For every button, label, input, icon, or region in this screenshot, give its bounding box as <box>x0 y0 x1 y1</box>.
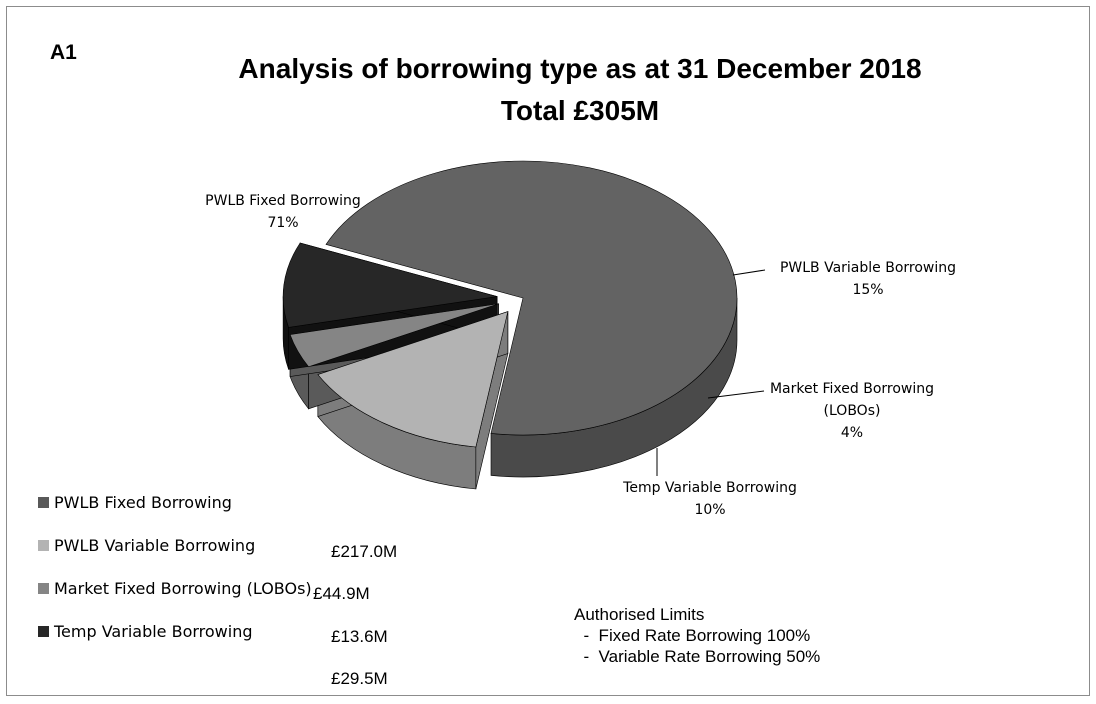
slice-percent-label: 71% <box>267 215 298 231</box>
legend-swatch <box>38 626 49 637</box>
legend-label: Temp Variable Borrowing <box>54 622 253 641</box>
legend-item: PWLB Variable Borrowing <box>38 536 255 555</box>
legend-label: PWLB Variable Borrowing <box>54 536 256 555</box>
legend-swatch <box>38 583 49 594</box>
slice-top <box>282 242 498 328</box>
legend-item: Market Fixed Borrowing (LOBOs) <box>38 579 312 598</box>
slice-top <box>317 311 509 448</box>
amount-label: £29.5M <box>331 669 388 688</box>
limits-heading: Authorised Limits <box>574 605 705 624</box>
slice-top <box>289 303 499 368</box>
legend-item: PWLB Fixed Borrowing <box>38 493 232 512</box>
slice-name-label: Temp Variable Borrowing <box>622 480 797 496</box>
amount-label: £217.0M <box>331 542 398 561</box>
chart-title: Analysis of borrowing type as at 31 Dece… <box>238 53 922 84</box>
legend-label: PWLB Fixed Borrowing <box>54 493 232 512</box>
limits-row: - Variable Rate Borrowing 50% <box>574 647 821 666</box>
slice-name-label: (LOBOs) <box>824 403 881 419</box>
legend-label: Market Fixed Borrowing (LOBOs) <box>54 579 312 598</box>
authorised-limits: Authorised Limits - Fixed Rate Borrowing… <box>574 604 820 667</box>
leader-line <box>707 390 765 399</box>
amount-label: £44.9M <box>313 584 370 603</box>
leader-line <box>732 269 766 276</box>
chart-subtitle: Total £305M <box>500 95 660 126</box>
slice-name-label: Market Fixed Borrowing <box>770 381 934 397</box>
slice-percent-label: 4% <box>841 425 863 441</box>
legend-item: Temp Variable Borrowing <box>38 622 253 641</box>
slice-name-label: PWLB Fixed Borrowing <box>205 193 361 209</box>
amount-label: £13.6M <box>331 627 388 646</box>
slice-percent-label: 15% <box>852 282 883 298</box>
slice-percent-label: 10% <box>694 502 725 518</box>
legend-swatch <box>38 497 49 508</box>
legend-swatch <box>38 540 49 551</box>
limits-row: - Fixed Rate Borrowing 100% <box>574 626 811 645</box>
slice-top <box>325 160 738 436</box>
slice-name-label: PWLB Variable Borrowing <box>780 260 956 276</box>
chart-id-label: A1 <box>50 41 77 64</box>
